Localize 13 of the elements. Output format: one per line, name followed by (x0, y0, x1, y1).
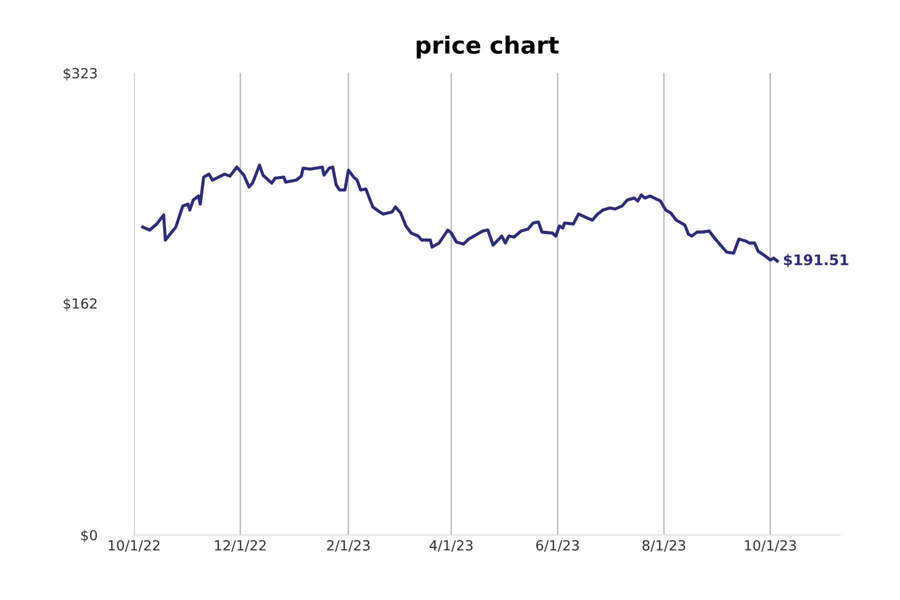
y-tick-label: $0 (81, 530, 97, 542)
annotation: $191.51 (784, 254, 848, 268)
x-tick-label: 2/1/23 (327, 540, 370, 552)
x-tick-label: 6/1/23 (536, 540, 579, 552)
x-tick-label: 12/1/22 (215, 540, 266, 552)
x-tick-label: 10/1/23 (745, 540, 796, 552)
line-series (141, 164, 779, 263)
x-tick-label: 10/1/22 (108, 540, 160, 552)
y-tick-label: $162 (64, 298, 96, 311)
chart-title: price chart (416, 36, 559, 58)
x-tick-label: 4/1/23 (430, 540, 473, 552)
x-tick-label: 8/1/23 (642, 540, 686, 552)
y-tick-label: $323 (64, 68, 97, 80)
